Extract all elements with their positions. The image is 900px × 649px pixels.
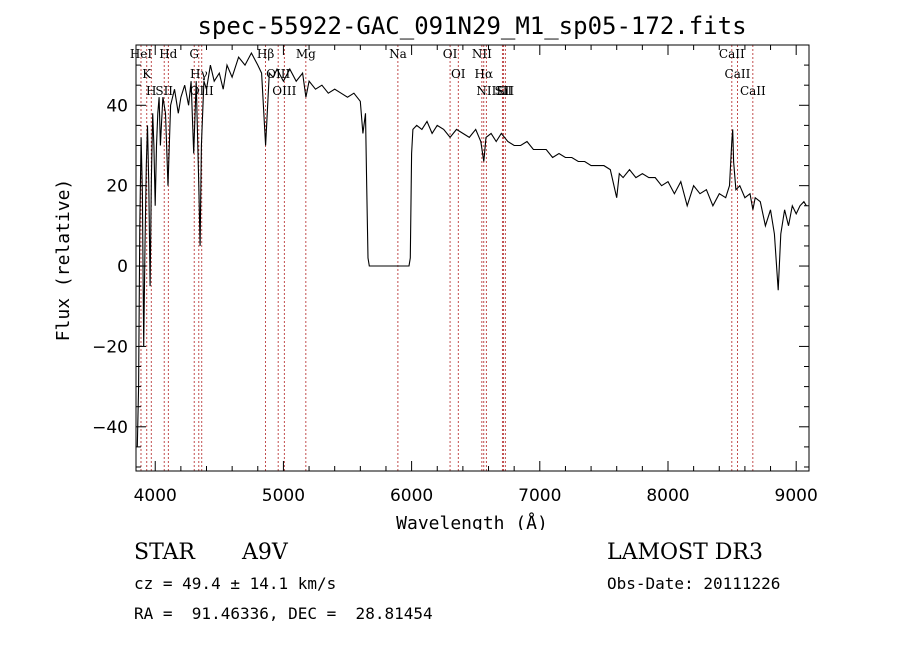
spectral-line-label: HeI (130, 47, 153, 61)
x-tick-label: 9000 (775, 486, 818, 506)
y-axis-label: Flux (relative) (53, 179, 74, 342)
x-tick-label: 5000 (262, 486, 305, 506)
spectral-line-label: OIII (266, 67, 290, 81)
y-tick-label: 20 (106, 177, 128, 197)
spectral-line-label: CaII (725, 67, 751, 81)
spectral-line-label: G (189, 47, 199, 61)
spectral-line-label: Hγ (190, 67, 208, 81)
spectral-line-label: Hβ (257, 47, 274, 61)
spectral-line-label: Hα (474, 67, 493, 81)
spectral-line-label: OIII (190, 84, 214, 98)
y-tick-label: 0 (117, 257, 128, 277)
observation-date: Obs-Date: 20111226 (607, 574, 781, 593)
x-axis-label: Wavelength (Å) (396, 512, 548, 530)
x-tick-label: 8000 (646, 486, 689, 506)
x-tick-label: 7000 (518, 486, 561, 506)
y-axis-ticks: −40 −20 0 20 40 (92, 44, 809, 468)
spectral-line-label: CaII (719, 47, 745, 61)
spectral-line-label: SII (155, 84, 173, 98)
spectral-line-label: OI (443, 47, 458, 61)
spectral-line-label: CaII (740, 84, 766, 98)
spectrum-chart: spec-55922-GAC_091N29_M1_sp05-172.fits H… (53, 12, 818, 530)
spectral-line-label: Mg (296, 47, 316, 61)
y-tick-label: −40 (92, 418, 128, 438)
y-tick-label: −20 (92, 337, 128, 357)
chart-title: spec-55922-GAC_091N29_M1_sp05-172.fits (197, 12, 746, 40)
spectral-line-label: OI (451, 67, 466, 81)
ra-dec-coordinates: RA = 91.46336, DEC = 28.81454 (134, 604, 433, 623)
redshift-velocity: cz = 49.4 ± 14.1 km/s (134, 574, 337, 593)
y-tick-label: 40 (106, 96, 128, 116)
flux-series-line (136, 51, 807, 447)
spectral-line-label: Na (389, 47, 407, 61)
object-class: STAR (134, 540, 195, 565)
spectral-line-label: Hd (159, 47, 177, 61)
spectral-line-markers (140, 45, 754, 471)
x-tick-label: 4000 (134, 486, 177, 506)
spectral-line-label: H (146, 84, 156, 98)
spectral-line-label: K (142, 67, 152, 81)
survey-name: LAMOST DR3 (607, 540, 763, 565)
spectral-line-label: OIII (272, 84, 296, 98)
spectral-line-label: NII (472, 47, 492, 61)
x-axis-ticks: 4000 5000 6000 7000 8000 9000 (134, 45, 818, 506)
x-tick-label: 6000 (390, 486, 433, 506)
spectral-line-label: Li (496, 84, 508, 98)
spectral-line-label: NII (476, 84, 496, 98)
spectral-line-label: SII (495, 84, 513, 98)
plot-frame (135, 44, 810, 472)
spectral-line-label: SII (496, 84, 514, 98)
spectral-subclass: A9V (242, 540, 288, 565)
